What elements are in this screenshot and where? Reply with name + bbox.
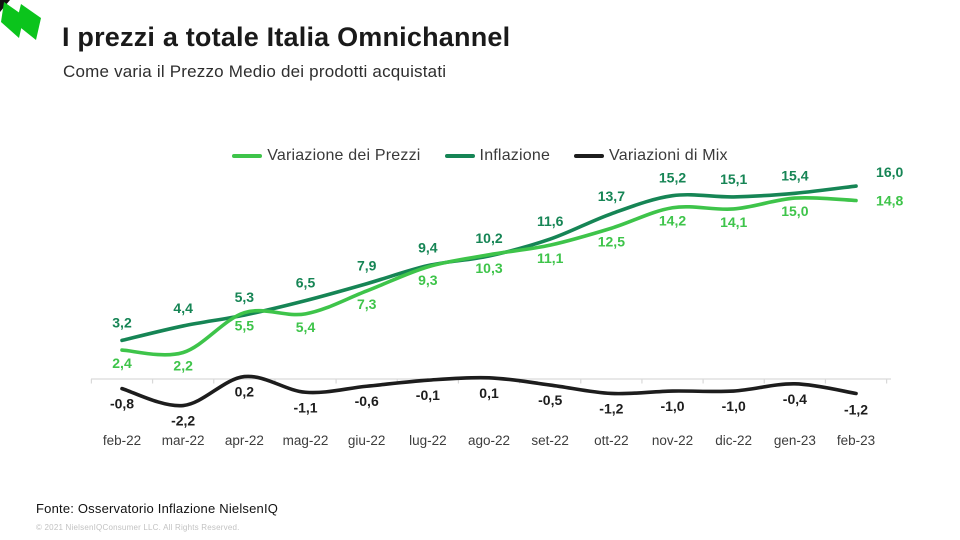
data-label: -1,2 bbox=[844, 401, 868, 417]
nielseniq-logo bbox=[0, 0, 48, 44]
data-label: 9,3 bbox=[418, 272, 438, 288]
data-label: -0,5 bbox=[538, 392, 562, 408]
data-label: 2,2 bbox=[173, 357, 193, 373]
x-axis-label: ago-22 bbox=[468, 433, 510, 448]
data-label: -2,2 bbox=[171, 413, 195, 429]
x-axis-label: gen-23 bbox=[774, 433, 816, 448]
data-label: 14,1 bbox=[720, 214, 747, 230]
x-axis-label: dic-22 bbox=[715, 433, 752, 448]
data-label: -1,0 bbox=[660, 398, 684, 414]
data-label: 9,4 bbox=[418, 240, 438, 256]
data-label: -0,8 bbox=[110, 396, 134, 412]
data-label: -0,4 bbox=[783, 391, 807, 407]
data-label: 11,6 bbox=[537, 213, 564, 229]
data-label: 0,1 bbox=[479, 385, 499, 401]
legend-item-2: Variazioni di Mix bbox=[574, 147, 728, 165]
legend-label: Variazioni di Mix bbox=[609, 147, 728, 164]
data-label: -1,0 bbox=[722, 398, 746, 414]
source-note: Fonte: Osservatorio Inflazione NielsenIQ bbox=[36, 501, 279, 516]
data-label: 10,3 bbox=[475, 260, 502, 276]
data-label: 4,4 bbox=[173, 300, 193, 316]
data-label: 10,2 bbox=[475, 230, 502, 246]
x-axis-label: set-22 bbox=[531, 433, 569, 448]
data-label: 16,0 bbox=[876, 164, 903, 180]
x-axis-label: apr-22 bbox=[225, 433, 264, 448]
x-axis-label: feb-23 bbox=[837, 433, 875, 448]
x-axis-label: ott-22 bbox=[594, 433, 629, 448]
data-label: 5,3 bbox=[235, 289, 255, 305]
legend-item-1: Inflazione bbox=[444, 147, 551, 165]
legend-label: Variazione dei Prezzi bbox=[267, 147, 421, 164]
nielseniq-logo-icon bbox=[0, 0, 41, 40]
legend-item-0: Variazione dei Prezzi bbox=[232, 147, 420, 165]
x-axis-label: mar-22 bbox=[162, 433, 205, 448]
data-label: -1,2 bbox=[599, 400, 623, 416]
data-label: 15,1 bbox=[720, 171, 747, 187]
series-line-2 bbox=[120, 374, 858, 408]
x-axis-label: mag-22 bbox=[283, 433, 329, 448]
copyright-note: © 2021 NielsenIQConsumer LLC. All Rights… bbox=[36, 523, 240, 532]
data-label: 7,3 bbox=[357, 296, 377, 312]
x-axis-label: feb-22 bbox=[103, 433, 141, 448]
legend-swatch-icon bbox=[574, 154, 605, 158]
data-label: 5,4 bbox=[296, 319, 316, 335]
chart-legend: Variazione dei Prezzi Inflazione Variazion… bbox=[0, 147, 960, 165]
x-axis-label: lug-22 bbox=[409, 433, 447, 448]
data-label: -0,6 bbox=[355, 393, 379, 409]
legend-label: Inflazione bbox=[479, 147, 551, 164]
data-label: 5,5 bbox=[235, 318, 255, 334]
series-line-0 bbox=[120, 195, 858, 357]
data-label: 6,5 bbox=[296, 275, 316, 291]
data-label: 13,7 bbox=[598, 188, 625, 204]
page-subtitle: Come varia il Prezzo Medio dei prodotti … bbox=[63, 62, 447, 81]
x-axis-label: giu-22 bbox=[348, 433, 386, 448]
data-label: 11,1 bbox=[537, 250, 564, 266]
data-label: 0,2 bbox=[235, 384, 255, 400]
data-label: 15,0 bbox=[781, 203, 808, 219]
line-chart: feb-22 mar-22 apr-22 mag-22 giu-22 lug-22 ago-… bbox=[90, 164, 904, 448]
legend-swatch-icon bbox=[232, 154, 263, 158]
data-label: -1,1 bbox=[293, 399, 317, 415]
data-label: 15,4 bbox=[781, 167, 808, 183]
data-label: 15,2 bbox=[659, 170, 686, 186]
data-label: 3,2 bbox=[112, 314, 132, 330]
legend-swatch-icon bbox=[444, 154, 475, 158]
data-label: 14,8 bbox=[876, 193, 903, 209]
data-label: -0,1 bbox=[416, 387, 440, 403]
x-axis-label: nov-22 bbox=[652, 433, 693, 448]
data-label: 7,9 bbox=[357, 258, 377, 274]
data-label: 2,4 bbox=[112, 355, 132, 371]
data-label: 14,2 bbox=[659, 213, 686, 229]
data-label: 12,5 bbox=[598, 233, 625, 249]
page-title: I prezzi a totale Italia Omnichannel bbox=[62, 22, 511, 52]
